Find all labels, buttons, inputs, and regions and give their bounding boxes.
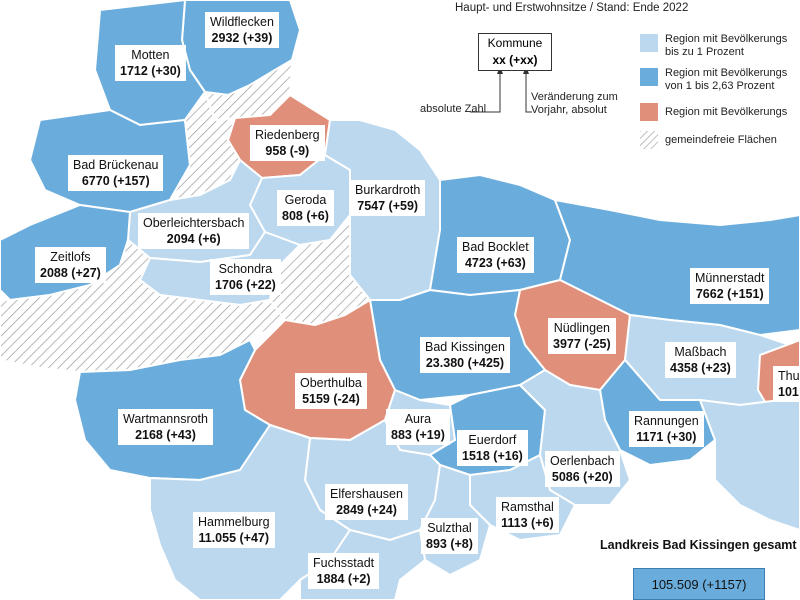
legend-item-3-line-1: Region mit Bevölkerungs [665, 106, 788, 118]
label-bad-brueckenau: Bad Brückenau 6770 (+157) [68, 155, 164, 191]
legend-absolute-label: absolute Zahl [420, 103, 487, 115]
label-fuchsstadt: Fuchsstadt 1884 (+2) [308, 553, 380, 589]
legend-item-1-line-2: bis zu 1 Prozent [665, 46, 744, 58]
region-bad-bocklet [429, 174, 571, 296]
legend-item-4-line-1: gemeindefreie Flächen [665, 134, 777, 146]
legend-key-value: xx (+xx) [492, 53, 538, 67]
label-sulzthal: Sulzthal 893 (+8) [421, 518, 478, 554]
legend-item-2-line-2: von 1 bis 2,63 Prozent [665, 80, 775, 92]
label-burkardroth: Burkardroth 7547 (+59) [350, 180, 426, 216]
label-bad-bocklet: Bad Bocklet 4723 (+63) [457, 237, 534, 273]
legend-item-1-line-1: Region mit Bevölkerungs [665, 33, 788, 45]
label-oberleichtersbach: Oberleichtersbach 2094 (+6) [138, 213, 250, 249]
label-bad-kissingen: Bad Kissingen 23.380 (+425) [420, 337, 510, 373]
label-nuedlingen: Nüdlingen 3977 (-25) [548, 318, 616, 354]
legend-key-name: Kommune [487, 36, 543, 50]
label-massbach: Maßbach 4358 (+23) [665, 342, 736, 378]
legend-item-2-line-1: Region mit Bevölkerungs [665, 67, 788, 79]
label-oerlenbach: Oerlenbach 5086 (+20) [545, 451, 620, 487]
legend-swatch-light-blue [640, 34, 658, 52]
legend-key-box: Kommune xx (+xx) [478, 33, 552, 71]
label-elfershausen: Elfershausen 2849 (+24) [325, 484, 408, 520]
map-subtitle: Haupt- und Erstwohnsitze / Stand: Ende 2… [455, 2, 689, 14]
legend-change-label-2: Vorjahr, absolut [531, 104, 607, 116]
label-thundorf: Thu 101 [773, 366, 800, 402]
label-aura: Aura 883 (+19) [386, 409, 450, 445]
label-motten: Motten 1712 (+30) [115, 45, 186, 81]
label-schondra: Schondra 1706 (+22) [210, 259, 281, 295]
label-oberthulba: Oberthulba 5159 (-24) [295, 373, 367, 409]
district-total-title: Landkreis Bad Kissingen gesamt [600, 538, 797, 552]
label-riedenberg: Riedenberg 958 (-9) [250, 125, 325, 161]
region-east-south [699, 394, 800, 531]
legend-swatch-hatched [640, 131, 658, 149]
label-ramsthal: Ramsthal 1113 (+6) [496, 497, 559, 533]
label-geroda: Geroda 808 (+6) [277, 190, 334, 226]
legend-swatch-mid-blue [640, 68, 658, 86]
district-total-value: 105.509 (+1157) [633, 568, 765, 600]
label-rannungen: Rannungen 1171 (+30) [629, 411, 704, 447]
label-wildflecken: Wildflecken 2932 (+39) [205, 12, 279, 48]
legend-swatch-salmon [640, 103, 658, 121]
label-euerdorf: Euerdorf 1518 (+16) [457, 430, 528, 466]
label-hammelburg: Hammelburg 11.055 (+47) [193, 512, 275, 548]
label-zeitlofs: Zeitlofs 2088 (+27) [35, 247, 106, 283]
label-muennerstadt: Münnerstadt 7662 (+151) [690, 268, 770, 304]
label-wartmannsroth: Wartmannsroth 2168 (+43) [118, 409, 213, 445]
legend-key-arrows [470, 70, 532, 113]
legend-change-label-1: Veränderung zum [531, 91, 618, 103]
